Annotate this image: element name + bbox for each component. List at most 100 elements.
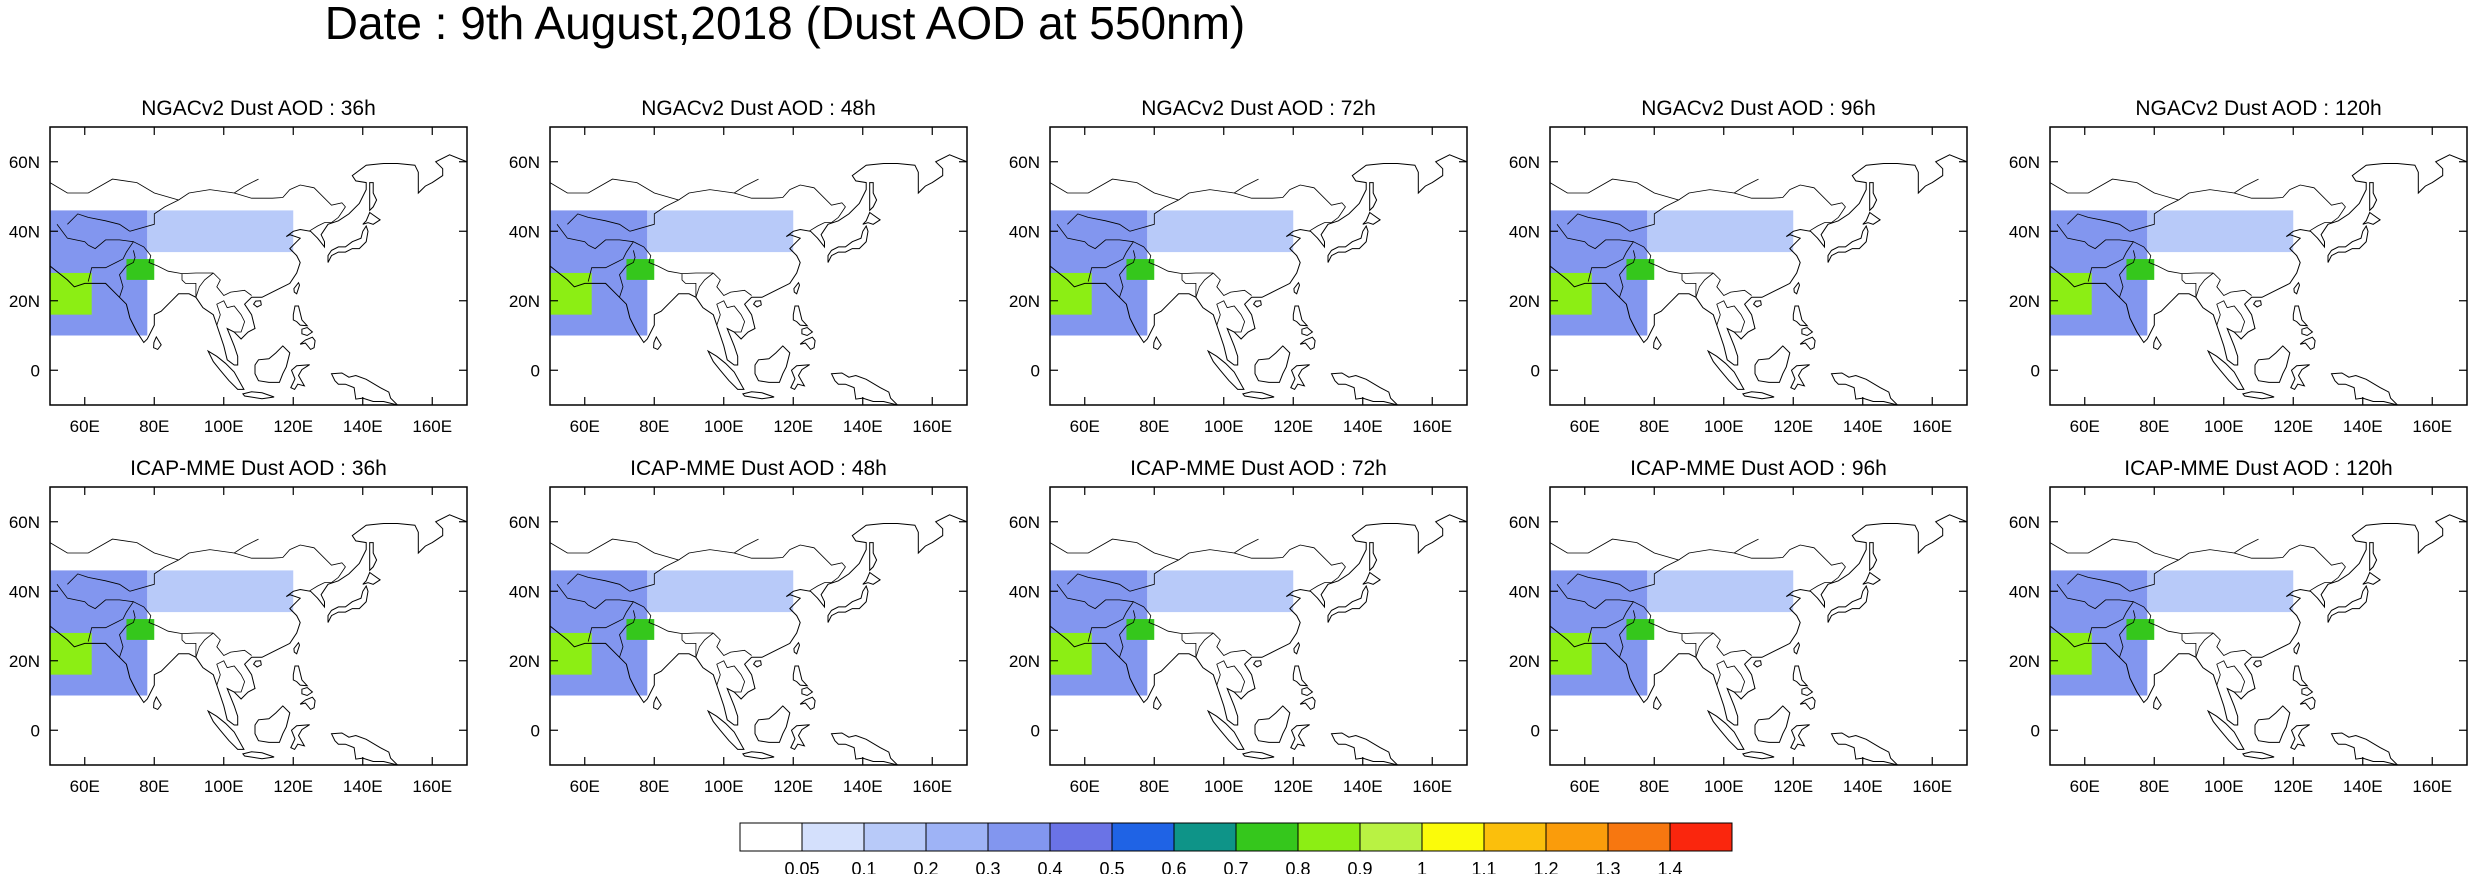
- country-border: [633, 601, 714, 635]
- lon-tick-label: 120E: [773, 417, 813, 436]
- country-border: [119, 610, 136, 658]
- coastline: [1827, 584, 1869, 623]
- panels-layer: NGACv2 Dust AOD : 36h 60E 80E 100E 120E 140E 1…: [9, 97, 2468, 796]
- dust-aod-region: [1550, 272, 1592, 315]
- country-border: [1550, 538, 1679, 561]
- country-border: [1567, 213, 1631, 232]
- country-border: [2119, 610, 2136, 658]
- coastline: [1742, 751, 1775, 760]
- lon-tick-label: 100E: [204, 777, 244, 796]
- coastline: [1293, 641, 1301, 655]
- coastline: [2290, 724, 2310, 751]
- coastline: [801, 686, 814, 697]
- country-border: [1550, 178, 1679, 201]
- colorbar-swatch: [1607, 822, 1671, 852]
- coastline: [790, 364, 810, 391]
- country-border: [633, 241, 714, 275]
- coastline: [830, 372, 899, 405]
- country-border: [133, 241, 214, 275]
- coastline: [1793, 281, 1801, 295]
- coastline: [2153, 335, 2162, 351]
- dust-aod-region: [1647, 570, 1794, 613]
- lat-tick-label: 40N: [509, 582, 540, 601]
- country-border: [556, 584, 589, 606]
- lon-tick-label: 140E: [1343, 417, 1383, 436]
- colorbar-swatch: [1421, 822, 1485, 852]
- coastline: [793, 281, 801, 295]
- coastline: [299, 336, 316, 351]
- coastline: [1550, 127, 1967, 366]
- map-frame: [549, 126, 968, 406]
- lat-tick-label: 0: [1531, 721, 1540, 740]
- country-border: [2067, 213, 2131, 232]
- coastline: [1827, 224, 1869, 263]
- country-border: [1681, 273, 1697, 298]
- country-border: [2195, 632, 2214, 658]
- coastline: [742, 391, 775, 400]
- coastline: [1369, 542, 1378, 572]
- country-border: [1681, 633, 1697, 658]
- lon-tick-label: 120E: [2273, 777, 2313, 796]
- coastline: [706, 709, 745, 750]
- country-border: [619, 610, 636, 658]
- country-border: [681, 273, 697, 298]
- lat-tick-label: 0: [531, 361, 540, 380]
- lon-tick-label: 120E: [2273, 417, 2313, 436]
- coastline: [1752, 300, 1762, 308]
- map-frame: [1049, 486, 1468, 766]
- lat-tick-label: 0: [31, 721, 40, 740]
- lon-tick-label: 100E: [1204, 777, 1244, 796]
- country-border: [567, 573, 631, 592]
- coastline: [2327, 224, 2369, 263]
- panel-title: NGACv2 Dust AOD : 96h: [1641, 97, 1876, 120]
- country-border: [550, 178, 679, 201]
- country-border: [1233, 538, 1259, 554]
- map-panel: NGACv2 Dust AOD : 36h 60E 80E 100E 120E 140E 1…: [9, 97, 468, 436]
- coastline: [1327, 224, 1369, 263]
- country-border: [2129, 184, 2346, 232]
- lon-tick-label: 120E: [1273, 777, 1313, 796]
- coastline: [1792, 665, 1809, 687]
- dust-aod-region: [550, 632, 592, 675]
- coastline: [742, 751, 775, 760]
- lon-tick-label: 140E: [1843, 777, 1883, 796]
- country-border: [2233, 178, 2259, 194]
- country-border: [2213, 272, 2252, 297]
- country-border: [1733, 178, 1759, 194]
- coastline: [1799, 696, 1816, 711]
- country-border: [213, 632, 252, 657]
- colorbar-swatch: [739, 822, 803, 852]
- map-panel: NGACv2 Dust AOD : 96h 60E 80E 100E 120E 140E 1…: [1509, 97, 1968, 436]
- lat-tick-label: 40N: [509, 222, 540, 241]
- dust-aod-region: [626, 619, 655, 640]
- coastline: [50, 487, 467, 726]
- lon-tick-label: 60E: [70, 417, 100, 436]
- coastline: [2362, 211, 2381, 225]
- country-border: [1213, 632, 1252, 657]
- coastline: [1790, 724, 1810, 751]
- lon-tick-label: 80E: [2139, 777, 2169, 796]
- coastline: [1752, 660, 1762, 668]
- country-border: [133, 601, 214, 635]
- country-border: [619, 250, 636, 298]
- coastline: [1862, 211, 1881, 225]
- colorbar-swatch: [1483, 822, 1547, 852]
- lat-tick-label: 20N: [1509, 652, 1540, 671]
- country-border: [87, 599, 135, 642]
- lat-tick-label: 0: [2031, 361, 2040, 380]
- colorbar-swatch: [987, 822, 1051, 852]
- lat-tick-label: 20N: [1509, 292, 1540, 311]
- coastline: [1290, 364, 1310, 391]
- coastline: [1299, 336, 1316, 351]
- dust-aod-region: [2050, 272, 2092, 315]
- lat-tick-label: 20N: [509, 652, 540, 671]
- country-border: [587, 599, 635, 642]
- lon-tick-label: 140E: [2343, 777, 2383, 796]
- coastline: [653, 335, 662, 351]
- coastline: [293, 641, 301, 655]
- colorbar-label: 0.05: [784, 859, 819, 874]
- coastline: [254, 705, 291, 743]
- colorbar-swatch: [1235, 822, 1299, 852]
- country-border: [1716, 660, 1746, 693]
- map-frame: [1549, 126, 1968, 406]
